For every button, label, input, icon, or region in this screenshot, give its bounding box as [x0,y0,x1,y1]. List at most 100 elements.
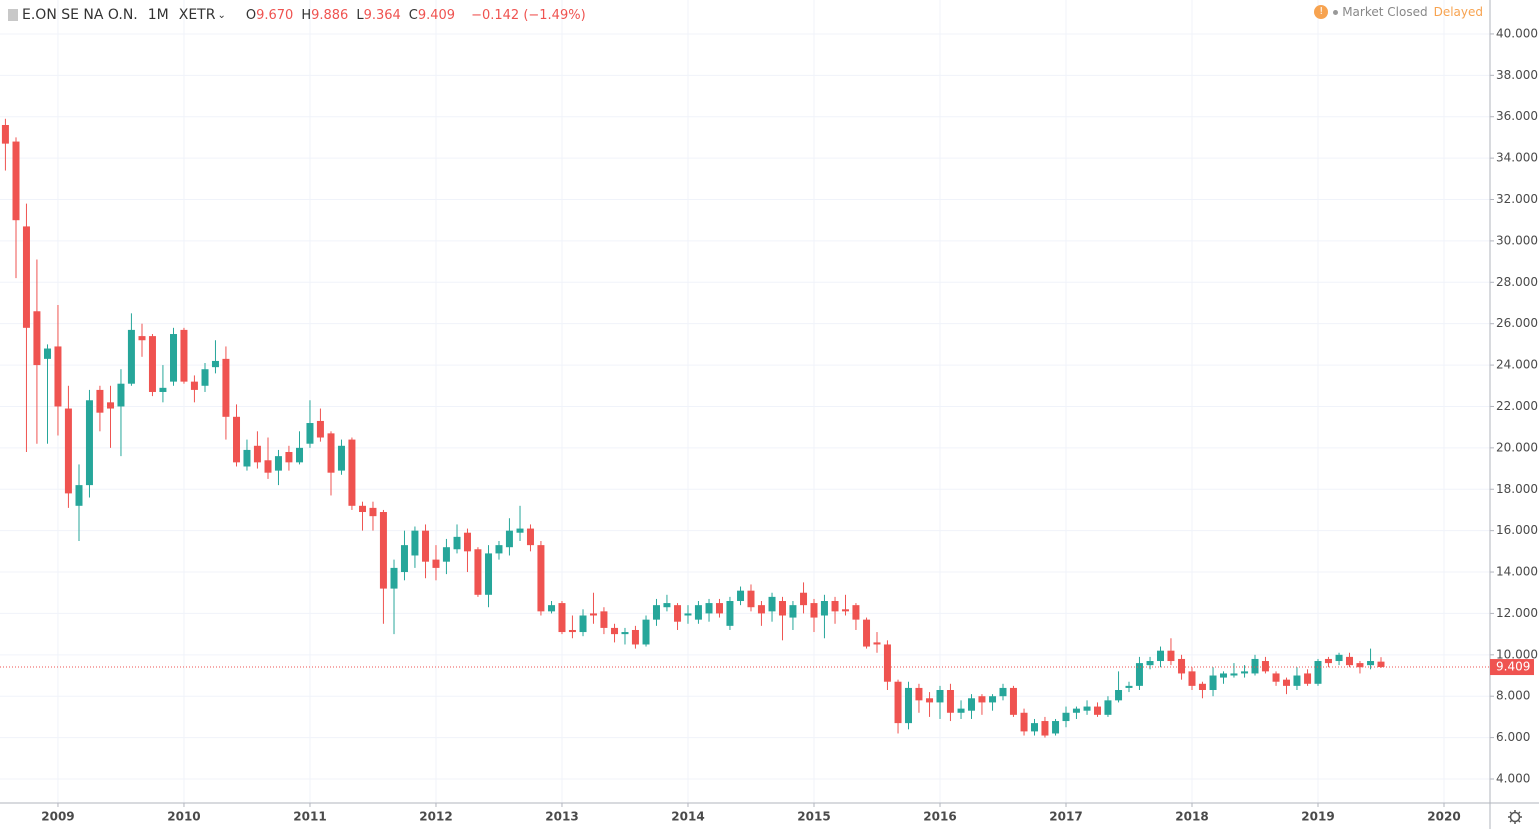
candle-body [737,590,745,602]
y-tick-label: 4.000 [1496,771,1530,785]
candle-body [1346,656,1354,666]
symbol-icon [8,9,18,21]
ohlc-key: H [301,7,312,23]
candle-body [820,601,828,616]
candle-body [1115,690,1123,701]
candle-body [946,690,954,713]
candle-body [1251,658,1259,674]
candle-body [989,696,997,703]
candle-body [1283,679,1291,686]
candle-body [1220,673,1228,678]
candle-body [379,512,387,589]
candle-body [1009,687,1017,715]
y-tick-label: 18.000 [1496,482,1538,496]
candle-body [453,536,461,550]
ohlc-key: C [408,7,418,23]
candle-body [589,613,597,616]
candle-body [495,545,503,554]
y-tick-label: 8.000 [1496,689,1530,703]
y-tick-label: 16.000 [1496,523,1538,537]
candle-body [211,360,219,368]
status-dot [1333,9,1339,15]
candle-body [631,629,639,645]
x-tick-label: 2012 [419,810,452,824]
candle-body [915,687,923,701]
candle-body [359,505,367,513]
candle-body [1146,661,1154,666]
candle-body [474,549,482,595]
candle-body [1198,683,1206,691]
x-tick-label: 2009 [41,810,74,824]
candle-body [747,590,755,608]
candle-body [159,387,167,392]
candle-body [54,346,62,407]
y-tick-label: 32.000 [1496,192,1538,206]
ohlc-value: 9.364 [363,7,401,23]
candle-body [180,329,188,382]
symbol[interactable]: E.ON SE NA O.N. [22,7,138,23]
candle-body [621,632,629,635]
candle-body [936,690,944,703]
candle-body [999,687,1007,697]
candle-body [1188,671,1196,686]
ohlc-key: L [356,7,364,23]
candle-body [190,381,198,390]
candle-body [883,644,891,682]
y-tick-label: 14.000 [1496,565,1538,579]
candle-body [978,696,986,703]
candle-body [810,603,818,618]
candle-body [44,348,52,359]
candle-body [1230,673,1238,676]
settings-icon[interactable] [1508,810,1522,824]
change: −0.142 (−1.49%) [471,7,586,23]
candle-body [715,603,723,614]
candle-body [138,336,146,341]
candle-body [1,125,9,144]
y-tick-label: 40.000 [1496,26,1538,40]
dropdown-arrow[interactable]: ⌄ [217,9,226,21]
candle-body [1062,712,1070,722]
candle-body [1041,721,1049,736]
candle-body [1335,654,1343,662]
warning-icon[interactable]: ! [1314,5,1329,19]
candle-body [579,615,587,633]
candle-body [505,530,513,548]
ohlc-value: 9.409 [417,7,456,23]
candle-body [1314,661,1322,684]
y-tick-label: 12.000 [1496,606,1538,620]
candle-body [85,400,93,486]
candle-body [1272,673,1280,682]
exchange[interactable]: XETR [178,7,216,23]
x-tick-label: 2019 [1301,810,1334,824]
candle-body [800,592,808,606]
candle-body [1209,675,1217,691]
candle-body [12,141,20,221]
interval[interactable]: 1M [147,7,169,23]
x-tick-label: 2013 [545,810,578,824]
candle-body [526,528,534,546]
candle-body [243,449,251,467]
x-tick-label: 2020 [1427,810,1460,824]
candle-body [863,619,871,647]
candle-body [296,447,304,463]
candle-body [1324,658,1332,664]
candle-body [390,567,398,589]
candle-body [757,605,765,614]
candle-body [1052,721,1060,734]
candle-body [400,545,408,573]
candle-body [663,603,671,608]
y-tick-label: 24.000 [1496,358,1538,372]
y-tick-label: 28.000 [1496,275,1538,289]
y-tick-label: 34.000 [1496,151,1538,165]
candle-body [516,528,524,533]
candle-body [33,311,41,366]
candle-body [548,605,556,612]
candle-body [926,698,934,703]
candle-body [253,445,261,463]
y-tick-label: 6.000 [1496,730,1530,744]
candle-body [442,547,450,562]
candle-body [1304,673,1312,684]
ohlc-value: 9.886 [311,7,349,23]
candle-body [694,605,702,620]
